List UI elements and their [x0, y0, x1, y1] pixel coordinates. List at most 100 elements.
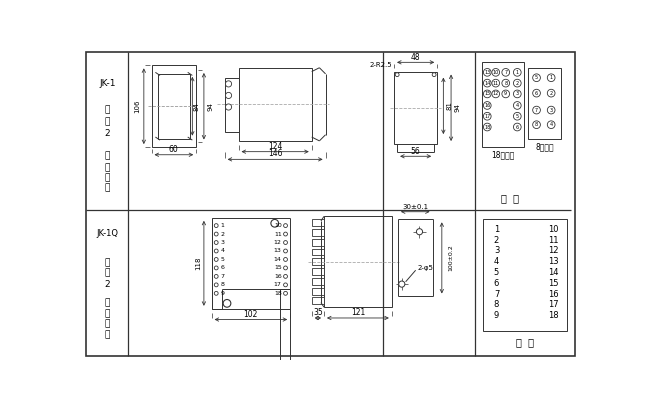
Circle shape — [513, 123, 521, 131]
Circle shape — [513, 90, 521, 98]
Text: 17: 17 — [484, 114, 490, 119]
Text: 1: 1 — [516, 70, 519, 75]
Bar — [312, 248, 324, 255]
Text: 前: 前 — [105, 309, 110, 318]
Text: JK-1Q: JK-1Q — [97, 229, 119, 238]
Circle shape — [483, 90, 491, 98]
Bar — [312, 268, 324, 275]
Text: 2-R2.5: 2-R2.5 — [370, 63, 393, 68]
Text: 146: 146 — [268, 149, 283, 158]
Circle shape — [502, 79, 510, 87]
Text: 15: 15 — [548, 279, 559, 288]
Text: 附: 附 — [105, 105, 110, 115]
Circle shape — [284, 241, 288, 244]
Circle shape — [214, 274, 218, 278]
Text: 17: 17 — [273, 282, 282, 287]
Text: 7: 7 — [535, 107, 538, 113]
Circle shape — [214, 266, 218, 270]
Circle shape — [284, 274, 288, 278]
Circle shape — [214, 224, 218, 227]
Text: 13: 13 — [548, 257, 559, 266]
Text: 接: 接 — [105, 173, 110, 182]
Text: 10: 10 — [274, 223, 282, 228]
Circle shape — [417, 229, 422, 235]
Circle shape — [483, 112, 491, 120]
Text: 18点端子: 18点端子 — [491, 150, 515, 159]
Circle shape — [513, 112, 521, 120]
Text: 7: 7 — [221, 274, 225, 279]
Text: 84: 84 — [194, 102, 200, 111]
Text: 8: 8 — [504, 81, 508, 86]
Circle shape — [502, 69, 510, 76]
Text: 2: 2 — [550, 90, 553, 96]
Text: 1: 1 — [221, 223, 224, 228]
Circle shape — [432, 73, 436, 77]
Text: 4: 4 — [494, 257, 499, 266]
Text: 81: 81 — [446, 101, 453, 110]
Circle shape — [214, 291, 218, 295]
Bar — [312, 219, 324, 226]
Text: 35: 35 — [313, 308, 322, 317]
Text: 3: 3 — [550, 107, 553, 113]
Text: 7: 7 — [504, 70, 508, 75]
Text: 16: 16 — [548, 290, 559, 299]
Bar — [482, 219, 568, 331]
Circle shape — [548, 121, 555, 128]
Text: 8点端子: 8点端子 — [535, 143, 554, 152]
Circle shape — [214, 249, 218, 253]
Circle shape — [271, 219, 279, 227]
Text: 6: 6 — [494, 279, 499, 288]
Circle shape — [284, 224, 288, 227]
Text: 16: 16 — [274, 274, 282, 279]
Bar — [482, 62, 524, 147]
Bar — [312, 288, 324, 295]
Circle shape — [502, 90, 510, 98]
Text: 11: 11 — [274, 231, 282, 237]
Bar — [324, 216, 392, 307]
Text: 14: 14 — [273, 257, 282, 262]
Text: 3: 3 — [221, 240, 225, 245]
Circle shape — [548, 106, 555, 114]
Text: 15: 15 — [274, 265, 282, 270]
Circle shape — [533, 74, 541, 82]
Bar — [157, 74, 190, 139]
Text: 18: 18 — [548, 311, 559, 320]
Circle shape — [284, 232, 288, 236]
Circle shape — [399, 281, 405, 287]
Text: 118: 118 — [195, 257, 201, 270]
Text: 121: 121 — [351, 308, 365, 317]
Circle shape — [226, 104, 232, 110]
Text: 3: 3 — [516, 91, 519, 97]
Text: 6: 6 — [516, 124, 519, 130]
Text: 4: 4 — [516, 103, 519, 108]
Text: 12: 12 — [548, 246, 559, 255]
Text: 18: 18 — [484, 124, 490, 130]
Text: 106: 106 — [135, 99, 141, 113]
Bar — [528, 68, 561, 139]
Text: JK-1: JK-1 — [99, 79, 116, 88]
Circle shape — [284, 266, 288, 270]
Text: 48: 48 — [411, 53, 421, 62]
Text: 图: 图 — [105, 269, 110, 278]
Circle shape — [226, 93, 232, 99]
Text: 1: 1 — [550, 75, 553, 80]
Text: 5: 5 — [494, 268, 499, 277]
Circle shape — [483, 123, 491, 131]
Text: 8: 8 — [221, 282, 224, 287]
Text: 94: 94 — [454, 103, 461, 112]
Circle shape — [492, 79, 500, 87]
Text: 5: 5 — [516, 114, 519, 119]
Circle shape — [223, 299, 231, 307]
Text: 10: 10 — [548, 225, 559, 234]
Circle shape — [395, 73, 399, 77]
Text: 2: 2 — [221, 231, 225, 237]
Text: 板: 板 — [105, 298, 110, 307]
Text: 16: 16 — [484, 103, 490, 108]
Circle shape — [513, 102, 521, 109]
Circle shape — [533, 89, 541, 97]
Bar — [312, 258, 324, 265]
Text: 线: 线 — [105, 330, 110, 339]
Text: 7: 7 — [494, 290, 499, 299]
Text: 3: 3 — [494, 246, 499, 255]
Text: 14: 14 — [548, 268, 559, 277]
